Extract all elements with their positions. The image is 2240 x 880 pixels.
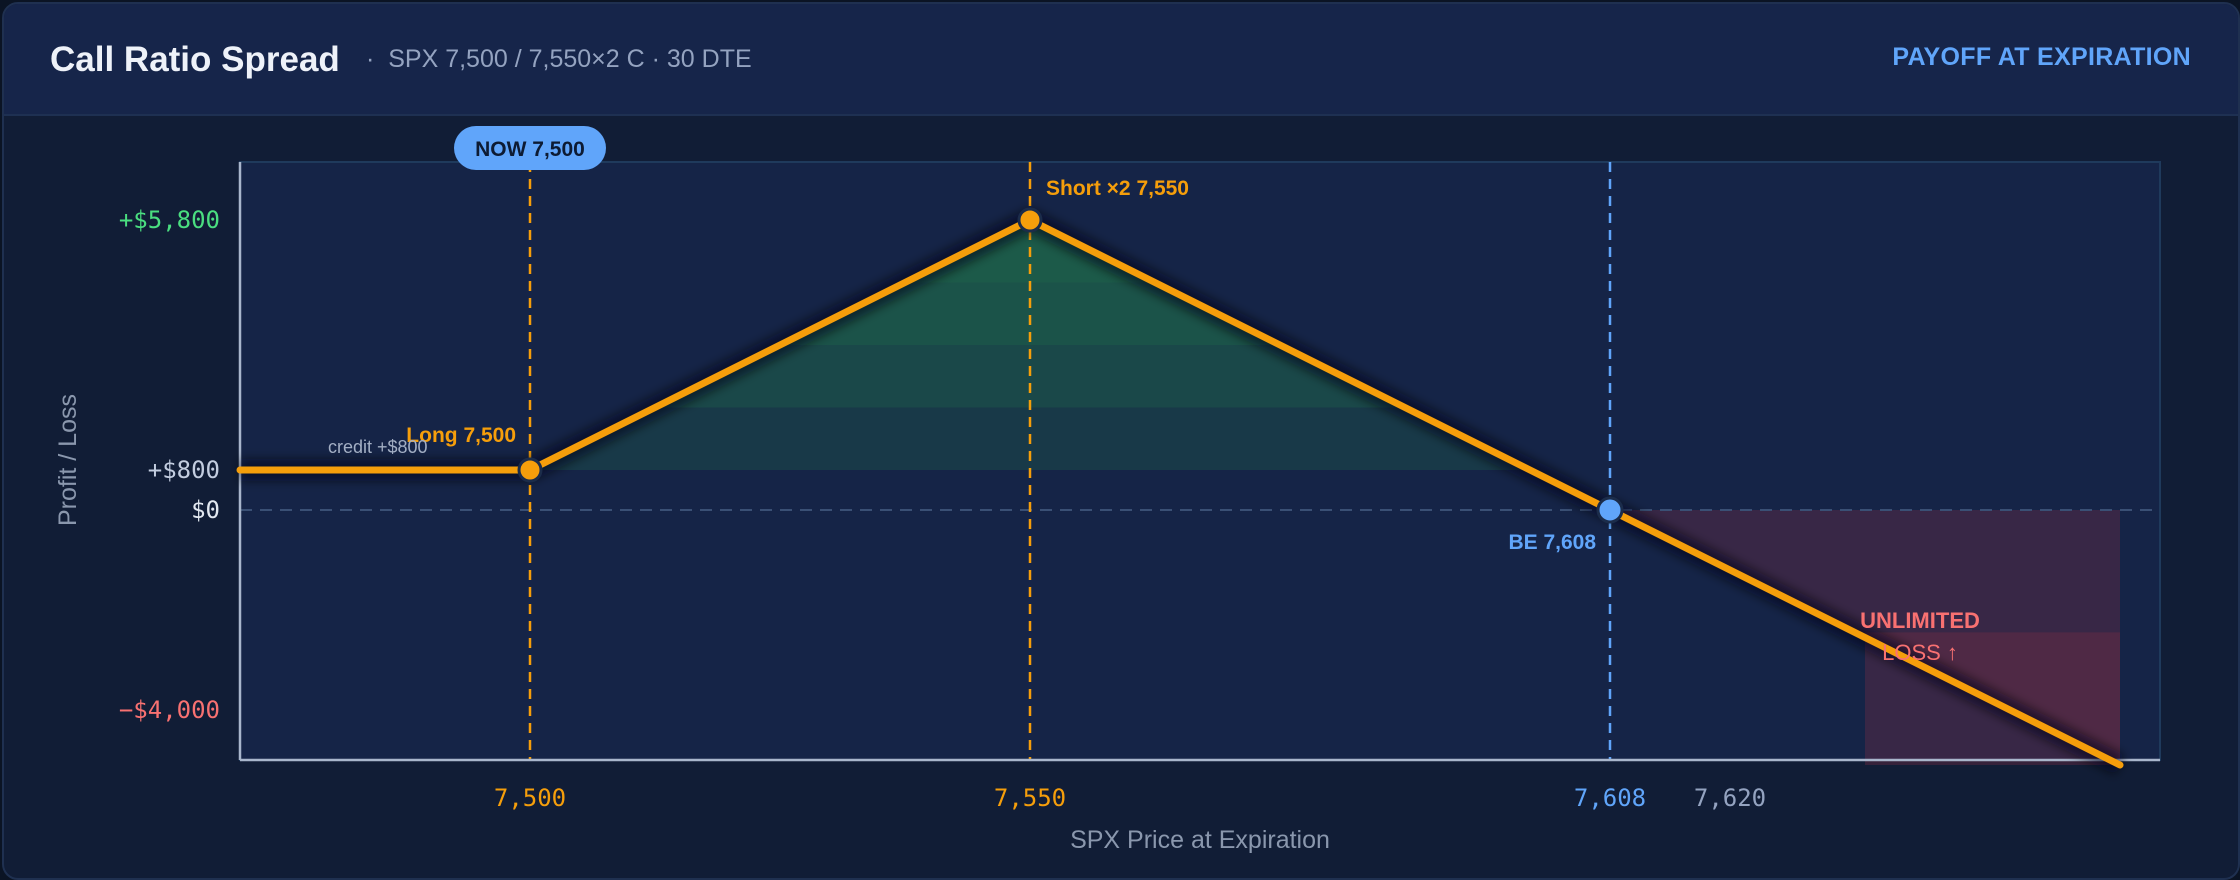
- breakeven-label: BE 7,608: [1508, 531, 1596, 554]
- y-tick-label: $0: [191, 496, 220, 524]
- subtitle-text: SPX 7,500 / 7,550×2 C · 30 DTE: [388, 45, 752, 73]
- x-tick-label: 7,550: [994, 784, 1066, 812]
- chart-header: Call Ratio Spread · SPX 7,500 / 7,550×2 …: [4, 4, 2238, 116]
- chart-title: Call Ratio Spread: [50, 40, 340, 79]
- y-tick-label: +$800: [148, 456, 220, 484]
- now-price-pill: [454, 126, 606, 170]
- long-strike-label: Long 7,500: [406, 424, 516, 447]
- subtitle-separator: ·: [366, 45, 375, 73]
- long-point: [517, 457, 543, 483]
- chart-subtitle: · SPX 7,500 / 7,550×2 C · 30 DTE: [366, 45, 752, 74]
- y-axis-title: Profit / Loss: [54, 394, 82, 526]
- short-point: [1017, 207, 1043, 233]
- x-tick-label: 7,608: [1574, 784, 1646, 812]
- unlimited-loss-label: UNLIMITED: [1860, 608, 1980, 633]
- short-strike-label: Short ×2 7,550: [1046, 177, 1189, 200]
- x-axis-title: SPX Price at Expiration: [1070, 826, 1330, 854]
- payoff-mode-badge: PAYOFF AT EXPIRATION: [1892, 43, 2191, 71]
- breakeven-point: [1596, 496, 1624, 524]
- x-tick-label: 7,620: [1694, 784, 1766, 812]
- y-tick-label: +$5,800: [119, 206, 220, 234]
- profit-zone-band: [530, 220, 1530, 470]
- credit-annotation: credit +$800: [328, 437, 428, 457]
- loss-arrow-label: LOSS ↑: [1882, 640, 1958, 665]
- now-price-label: NOW 7,500: [475, 138, 585, 161]
- y-tick-label: −$4,000: [119, 696, 220, 724]
- x-tick-label: 7,500: [494, 784, 566, 812]
- profit-zone-band: [655, 220, 1405, 408]
